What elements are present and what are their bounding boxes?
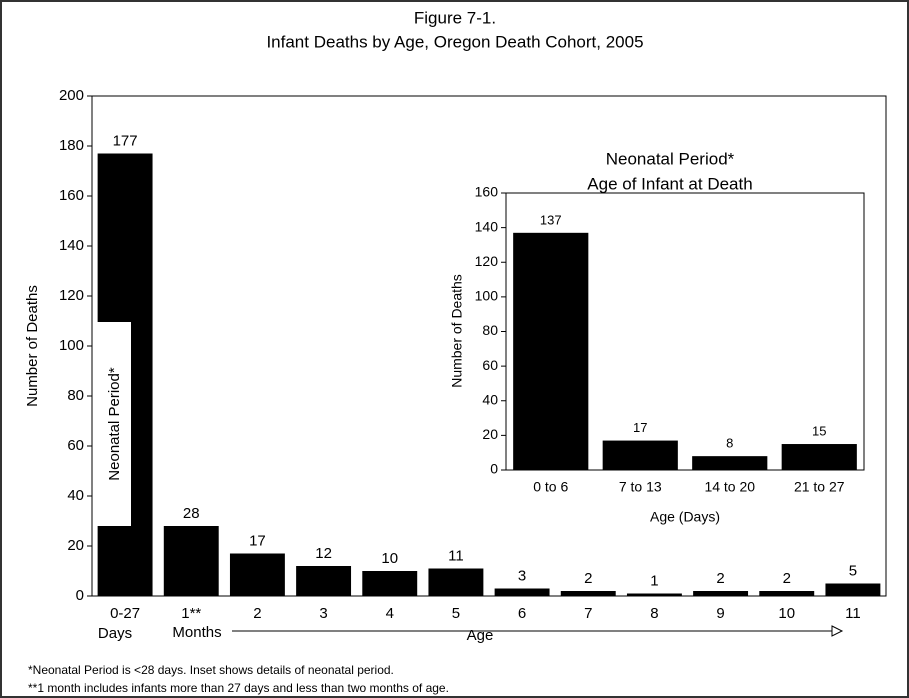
data-label: 2 [716, 570, 724, 587]
y-tick-label: 40 [67, 487, 84, 504]
bar [428, 568, 484, 596]
y-tick-label: 180 [59, 137, 84, 154]
bar [781, 444, 857, 470]
data-label: 12 [315, 545, 332, 562]
footnote: **1 month includes infants more than 27 … [28, 681, 449, 695]
x-tick-label: 2 [253, 605, 261, 622]
inset-title: Neonatal Period* [606, 149, 735, 168]
data-label: 1 [650, 572, 658, 589]
data-label: 2 [584, 570, 592, 587]
bar [560, 591, 616, 596]
y-axis-label: Number of Deaths [24, 285, 41, 407]
data-label: 17 [633, 420, 647, 435]
x-tick-label: 4 [386, 605, 394, 622]
bar [626, 593, 682, 596]
bar [163, 526, 219, 596]
arrow-head [831, 625, 844, 637]
data-label: 28 [183, 505, 200, 522]
bar [494, 588, 550, 596]
y-tick-label: 60 [67, 437, 84, 454]
y-tick-label: 60 [482, 357, 498, 373]
bar [229, 553, 285, 596]
data-label: 3 [518, 567, 526, 584]
y-tick-label: 120 [475, 253, 499, 269]
data-label: 137 [540, 212, 562, 227]
bar [759, 591, 815, 596]
data-label: 11 [448, 547, 464, 564]
x-tick-label: 9 [716, 605, 724, 622]
bar [296, 566, 352, 596]
footnote: *Neonatal Period is <28 days. Inset show… [28, 663, 394, 677]
annotation: Months [172, 624, 221, 641]
data-label: 8 [726, 436, 733, 451]
y-axis-label: Number of Deaths [449, 274, 465, 388]
y-tick-label: 140 [59, 237, 84, 254]
x-tick-label: 0 to 6 [533, 479, 568, 495]
x-tick-label: 10 [778, 605, 795, 622]
x-tick-label: 14 to 20 [704, 479, 755, 495]
x-tick-label: 8 [650, 605, 658, 622]
y-tick-label: 80 [482, 322, 498, 338]
x-axis-label: Age (Days) [650, 509, 720, 525]
annotation: Age [467, 627, 494, 644]
bar [693, 591, 749, 596]
y-tick-label: 100 [59, 337, 84, 354]
data-label: 177 [113, 132, 138, 149]
y-tick-label: 0 [76, 587, 84, 604]
x-tick-label: 0-27 [110, 605, 140, 622]
x-tick-label: 7 [584, 605, 592, 622]
y-tick-label: 20 [482, 426, 498, 442]
y-tick-label: 160 [59, 187, 84, 204]
chart-subtitle: Infant Deaths by Age, Oregon Death Cohor… [266, 32, 643, 51]
y-tick-label: 160 [475, 184, 499, 200]
bar [692, 456, 768, 470]
data-label: 17 [249, 532, 266, 549]
chart-title: Figure 7-1. [414, 8, 496, 27]
bar [602, 440, 678, 470]
y-tick-label: 40 [482, 391, 498, 407]
y-tick-label: 0 [490, 461, 498, 477]
neonatal-box [97, 322, 131, 526]
bar [362, 571, 418, 596]
x-tick-label: 11 [845, 605, 861, 622]
data-label: 5 [849, 562, 857, 579]
y-tick-label: 140 [475, 218, 499, 234]
bar [513, 232, 589, 470]
data-label: 10 [381, 550, 398, 567]
y-tick-label: 80 [67, 387, 84, 404]
y-tick-label: 100 [475, 288, 499, 304]
neonatal-label: Neonatal Period* [106, 367, 123, 481]
y-tick-label: 200 [59, 87, 84, 104]
x-tick-label: 7 to 13 [619, 479, 662, 495]
inset-subtitle: Age of Infant at Death [587, 174, 752, 193]
x-tick-label: 6 [518, 605, 526, 622]
x-tick-label: 3 [319, 605, 327, 622]
data-label: 15 [812, 423, 826, 438]
x-tick-label: 5 [452, 605, 460, 622]
y-tick-label: 120 [59, 287, 84, 304]
annotation: Days [98, 625, 132, 642]
x-tick-label: 1** [181, 605, 201, 622]
bar [825, 583, 881, 596]
x-tick-label: 21 to 27 [794, 479, 845, 495]
y-tick-label: 20 [67, 537, 84, 554]
data-label: 2 [783, 570, 791, 587]
